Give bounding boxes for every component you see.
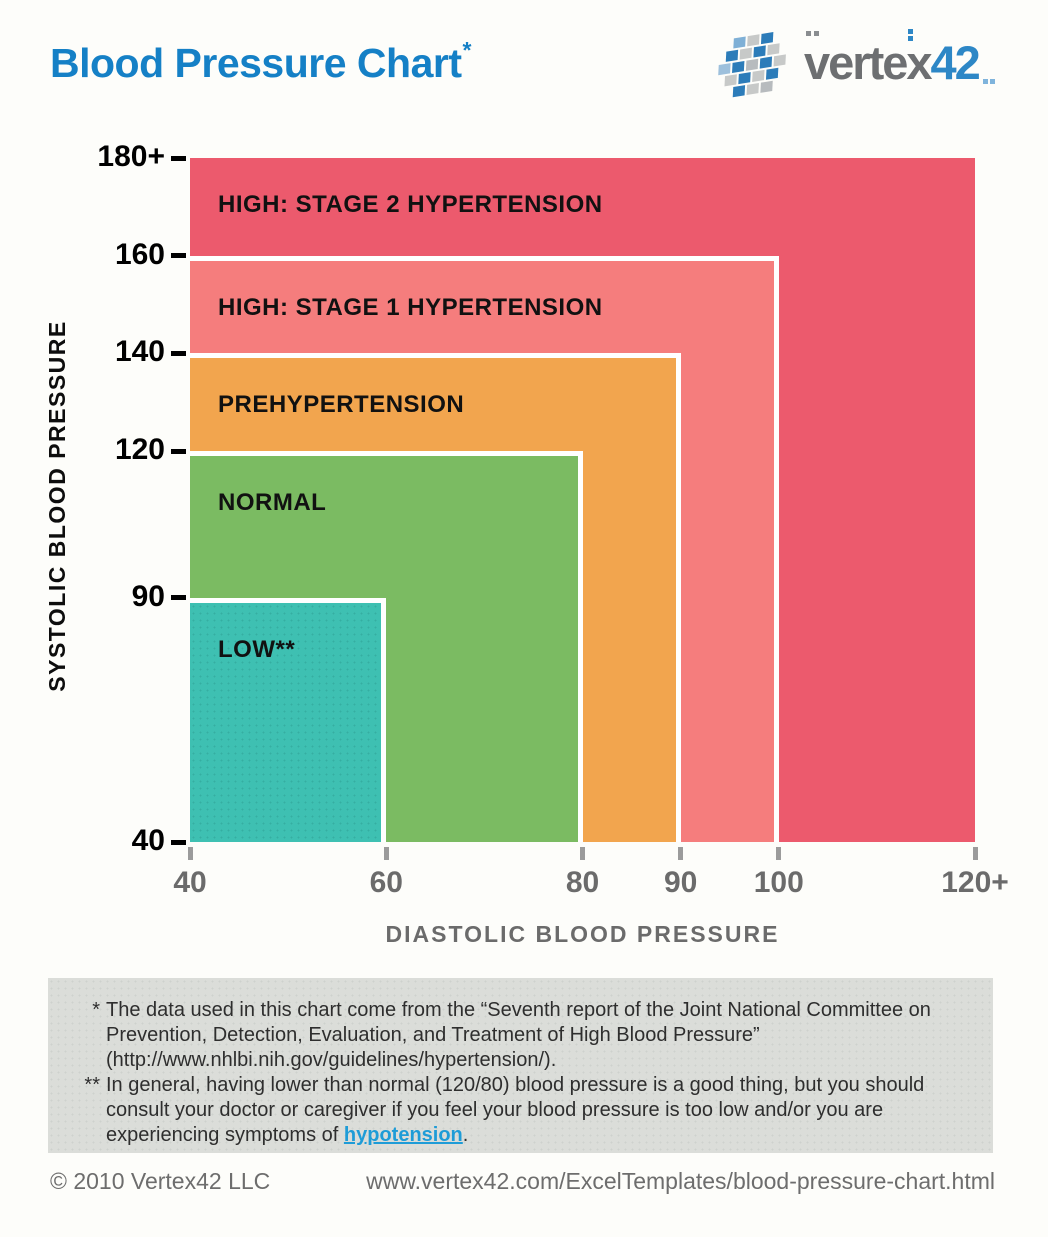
y-tick-mark-120: [171, 448, 186, 454]
logo-i-dots: [907, 28, 913, 41]
x-tick-label-80: 80: [565, 866, 600, 899]
x-tick-label-100: 100: [753, 866, 804, 899]
x-tick-mark-100: [776, 847, 782, 860]
footnote-2-marker: **: [84, 1074, 100, 1096]
zone-label: HIGH: STAGE 1 HYPERTENSION: [218, 293, 603, 321]
y-tick-mark-90: [171, 595, 186, 601]
x-tick-mark-60: [383, 847, 389, 860]
logo-word-blue: 42: [930, 35, 981, 89]
y-tick-label-40: 40: [131, 824, 165, 857]
footnote-1-marker: *: [92, 999, 100, 1021]
zone-label: PREHYPERTENSION: [218, 391, 465, 419]
y-tick-label-140: 140: [114, 335, 165, 369]
footnote-2-before: In general, having lower than normal (12…: [106, 1074, 925, 1146]
footnote-2-text: In general, having lower than normal (12…: [106, 1073, 955, 1148]
x-tick-mark-90: [678, 847, 684, 860]
footnote-low-bp: ** In general, having lower than normal …: [66, 1073, 955, 1148]
footer: © 2010 Vertex42 LLC www.vertex42.com/Exc…: [50, 1168, 995, 1195]
x-tick-label-120plus: 120+: [941, 866, 1009, 899]
zone-label: NORMAL: [218, 489, 327, 517]
y-tick-mark-180plus: [171, 155, 186, 161]
zone-label: LOW**: [218, 635, 296, 663]
x-tick-label-90: 90: [663, 866, 698, 899]
logo-mosaic-icon: [718, 32, 786, 98]
zone-low: LOW**: [190, 597, 387, 842]
hypotension-link[interactable]: hypotension: [343, 1124, 463, 1146]
plot-area: HIGH: STAGE 2 HYPERTENSION HIGH: STAGE 1 …: [190, 158, 975, 842]
y-tick-mark-160: [171, 253, 186, 259]
footnotes-box: * The data used in this chart come from …: [48, 978, 993, 1153]
footnote-1-text: The data used in this chart come from th…: [106, 999, 931, 1071]
y-tick-mark-140: [171, 350, 186, 356]
title-asterisk: *: [462, 37, 472, 64]
y-tick-mark-40: [171, 839, 186, 845]
x-tick-label-60: 60: [369, 866, 403, 899]
logo-v-dots: [806, 30, 819, 36]
zone-label: HIGH: STAGE 2 HYPERTENSION: [218, 191, 603, 218]
y-tick-label-180plus: 180+: [97, 140, 165, 173]
copyright-text: © 2010 Vertex42 LLC: [50, 1168, 271, 1194]
footnote-2-after: .: [462, 1124, 469, 1146]
x-tick-mark-40: [187, 847, 193, 860]
logo-tail-dots: [982, 78, 995, 84]
x-tick-label-40: 40: [173, 866, 207, 899]
x-tick-mark-120plus: [972, 847, 978, 860]
y-tick-label-160: 160: [114, 237, 165, 271]
blood-pressure-chart: SYSTOLIC BLOOD PRESSURE HIGH: STAGE 2 HY…: [44, 140, 1009, 947]
logo-wordmark: vertex42: [804, 28, 995, 89]
logo-word-gray: vertex: [804, 35, 932, 89]
footer-url: www.vertex42.com/ExcelTemplates/blood-pr…: [366, 1168, 995, 1194]
footnote-source: * The data used in this chart come from …: [66, 998, 955, 1073]
y-tick-label-120: 120: [114, 433, 165, 467]
vertex42-logo: vertex42: [714, 28, 1014, 100]
page-title-text: Blood Pressure Chart: [50, 40, 462, 86]
x-axis-title: DIASTOLIC BLOOD PRESSURE: [385, 921, 780, 947]
x-tick-mark-80: [580, 847, 585, 860]
y-tick-label-90: 90: [131, 579, 165, 613]
page-title: Blood Pressure Chart*: [50, 37, 472, 87]
